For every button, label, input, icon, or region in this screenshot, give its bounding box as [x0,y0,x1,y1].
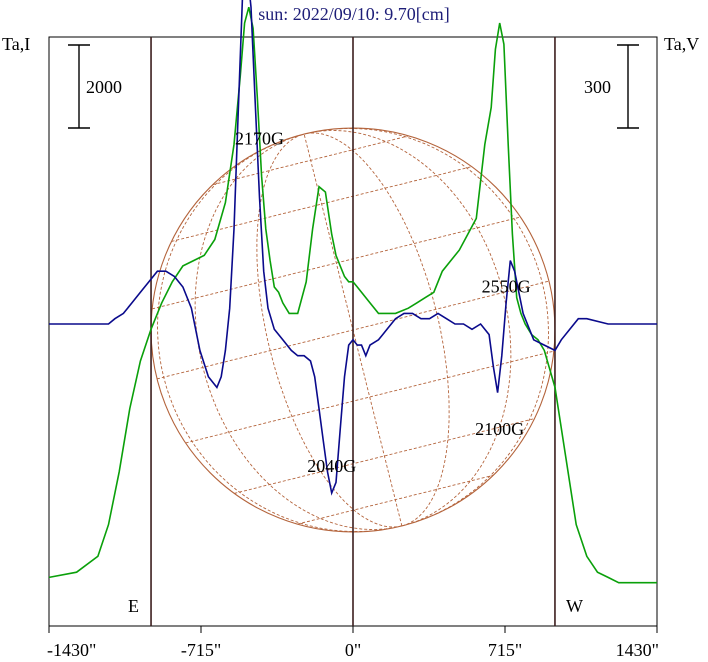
scale-bar-right [617,44,639,129]
scale-bar-left [68,44,90,129]
chart-title: sun: 2022/09/10: 9.70[cm] [258,4,450,24]
x-tick-label: 0" [345,640,361,660]
limb-lines [150,37,556,626]
x-tick-label: 715" [488,640,522,660]
series-stokes-i-line [48,6,657,584]
series-stokes-v-line [49,0,657,496]
x-tick-label: 1430" [616,640,659,660]
peak-annotations: 2170G 2550G 2100G 2040G [235,128,531,475]
x-tick-label: -715" [181,640,221,660]
scale-bar-right-label: 300 [584,77,611,97]
limb-label-west: W [566,596,583,616]
limb-label-east: E [128,596,139,616]
right-axis-label: Ta,V [664,34,699,54]
peak-annotation: 2100G [475,419,524,439]
peak-annotation: 2040G [307,456,356,476]
scale-bar-left-label: 2000 [86,77,122,97]
x-axis-ticks: -1430" -715" 0" 715" 1430" [47,626,659,660]
peak-annotation: 2550G [482,276,531,296]
left-axis-label: Ta,I [2,34,30,54]
peak-annotation: 2170G [235,128,284,148]
x-tick-label: -1430" [47,640,96,660]
